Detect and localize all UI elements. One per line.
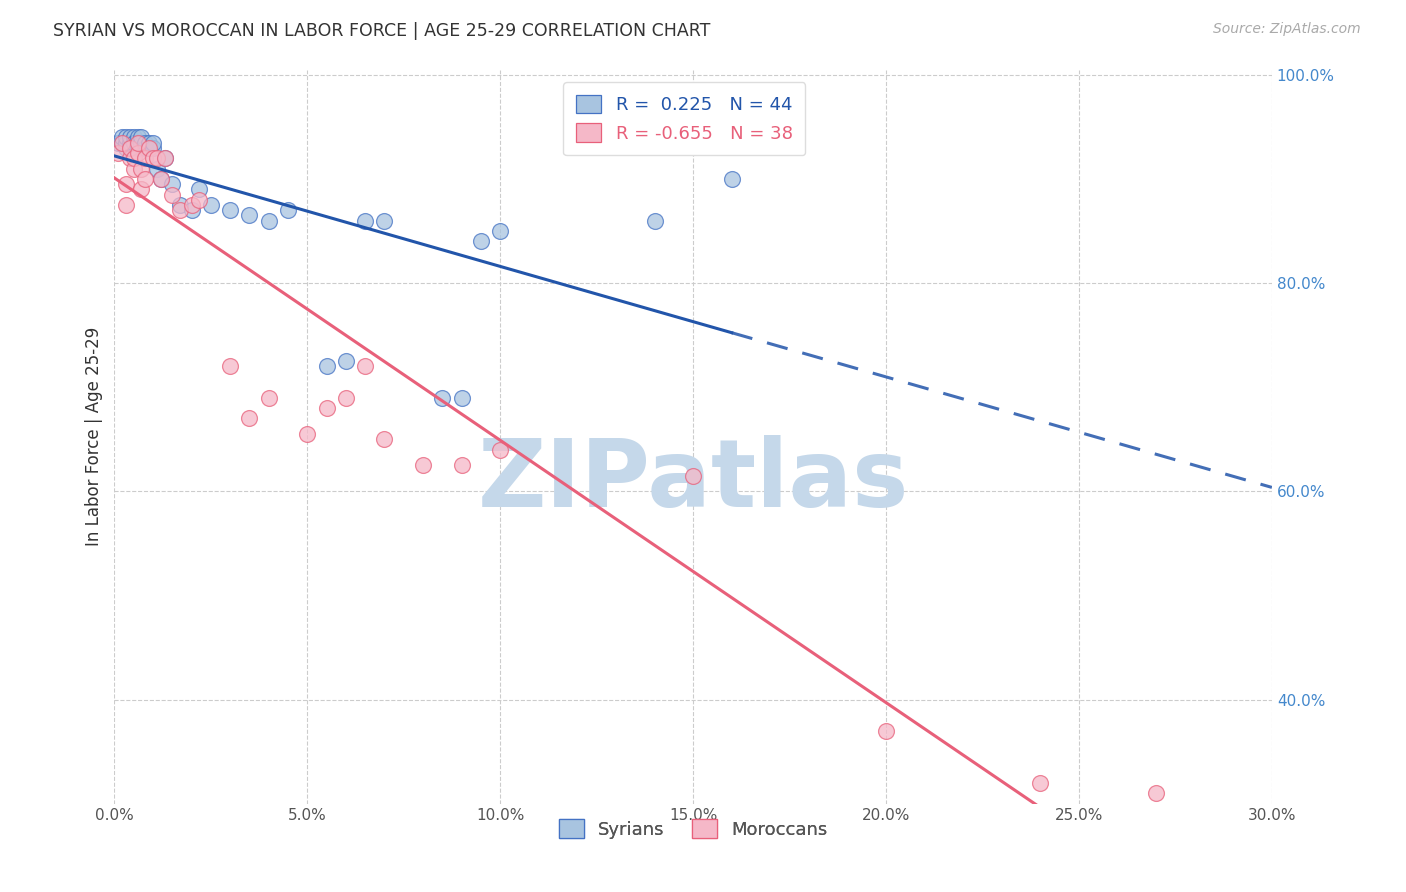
Point [118, 130, 141, 145]
Point [180, 198, 202, 212]
Point [127, 141, 149, 155]
Point [153, 151, 176, 165]
Point [470, 235, 492, 249]
Point [115, 141, 138, 155]
Point [107, 136, 129, 150]
Point [354, 213, 377, 227]
Point [122, 151, 145, 165]
Point [115, 130, 138, 145]
Point [127, 136, 149, 150]
Point [200, 198, 222, 212]
Point [335, 391, 357, 405]
Point [131, 136, 153, 150]
Point [111, 136, 134, 150]
Point [146, 161, 169, 176]
Point [450, 391, 472, 405]
Point [315, 359, 337, 374]
Point [138, 141, 160, 155]
Y-axis label: In Labor Force | Age 25-29: In Labor Force | Age 25-29 [86, 327, 103, 546]
Point [162, 187, 184, 202]
Point [134, 151, 156, 165]
Point [354, 359, 377, 374]
Text: SYRIAN VS MOROCCAN IN LABOR FORCE | AGE 25-29 CORRELATION CHART: SYRIAN VS MOROCCAN IN LABOR FORCE | AGE … [53, 22, 711, 40]
Point [111, 130, 134, 145]
Point [131, 161, 153, 176]
Point [277, 203, 299, 218]
Point [118, 151, 141, 165]
Point [134, 136, 156, 150]
Point [122, 136, 145, 150]
Point [219, 203, 242, 218]
Point [118, 136, 141, 150]
Point [1029, 776, 1052, 790]
Point [1144, 786, 1167, 800]
Point [238, 208, 260, 222]
Text: ZIPatlas: ZIPatlas [478, 434, 908, 526]
Point [142, 151, 165, 165]
Point [149, 172, 172, 186]
Point [115, 177, 138, 191]
Point [134, 141, 156, 155]
Point [138, 136, 160, 150]
Point [875, 723, 897, 738]
Point [115, 136, 138, 150]
Point [180, 203, 202, 218]
Point [169, 198, 191, 212]
Point [169, 203, 191, 218]
Point [489, 224, 512, 238]
Point [644, 213, 666, 227]
Point [412, 458, 434, 473]
Point [720, 172, 742, 186]
Point [489, 442, 512, 457]
Point [127, 130, 149, 145]
Point [432, 391, 454, 405]
Point [373, 432, 395, 446]
Point [134, 172, 156, 186]
Point [682, 468, 704, 483]
Point [188, 193, 211, 207]
Point [162, 177, 184, 191]
Point [257, 213, 280, 227]
Point [188, 182, 211, 196]
Point [115, 198, 138, 212]
Point [219, 359, 242, 374]
Point [373, 213, 395, 227]
Point [238, 411, 260, 425]
Point [146, 151, 169, 165]
Point [118, 141, 141, 155]
Point [315, 401, 337, 415]
Point [149, 172, 172, 186]
Point [450, 458, 472, 473]
Point [122, 136, 145, 150]
Point [131, 182, 153, 196]
Point [107, 145, 129, 160]
Point [153, 151, 176, 165]
Point [297, 427, 319, 442]
Point [122, 130, 145, 145]
Text: Source: ZipAtlas.com: Source: ZipAtlas.com [1213, 22, 1361, 37]
Legend: Syrians, Moroccans: Syrians, Moroccans [551, 813, 835, 846]
Point [142, 141, 165, 155]
Point [257, 391, 280, 405]
Point [127, 136, 149, 150]
Point [122, 161, 145, 176]
Point [142, 136, 165, 150]
Point [131, 130, 153, 145]
Point [127, 145, 149, 160]
Point [111, 136, 134, 150]
Point [118, 141, 141, 155]
Point [335, 354, 357, 368]
